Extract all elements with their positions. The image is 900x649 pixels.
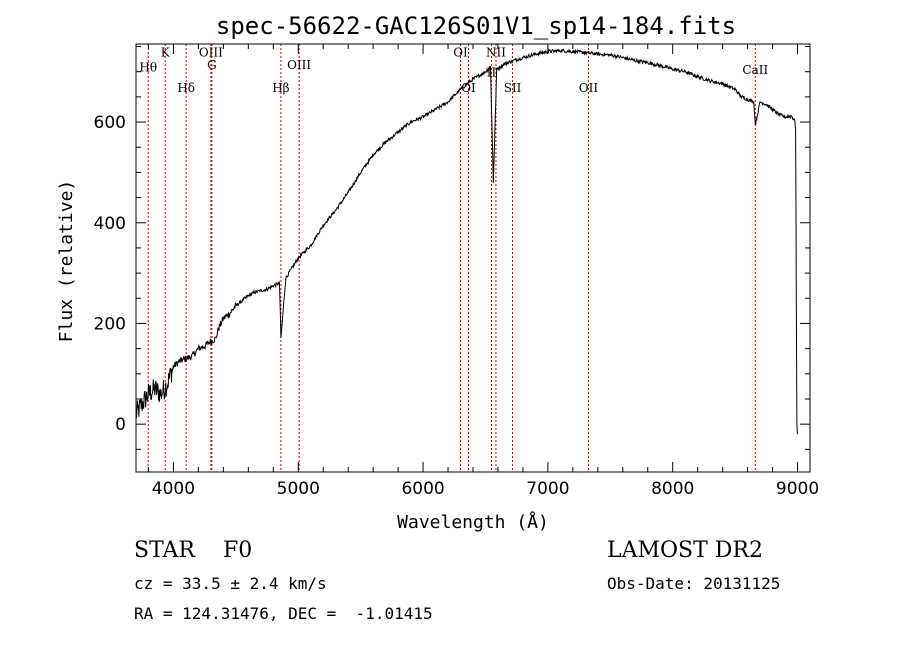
y-tick-label: 400 bbox=[94, 214, 126, 234]
reference-line-label: OIII bbox=[199, 46, 223, 60]
coordinates: RA = 124.31476, DEC = -1.01415 bbox=[134, 604, 433, 623]
reference-line-label: II bbox=[487, 66, 497, 80]
x-tick-label: 5000 bbox=[277, 479, 320, 499]
reference-line-label: NII bbox=[486, 46, 506, 60]
y-tick-label: 200 bbox=[94, 314, 126, 334]
x-tick-label: 4000 bbox=[152, 479, 195, 499]
x-tick-label: 6000 bbox=[401, 479, 444, 499]
reference-line-label: SII bbox=[504, 81, 522, 95]
x-tick-label: 9000 bbox=[776, 479, 819, 499]
object-class: STAR F0 bbox=[134, 538, 253, 563]
reference-line-label: Hθ bbox=[139, 61, 157, 75]
reference-line-label: OIII bbox=[287, 58, 311, 72]
y-tick-label: 0 bbox=[115, 415, 126, 435]
spectrum-series-line bbox=[135, 48, 798, 435]
chart-title: spec-56622-GAC126S01V1_sp14-184.fits bbox=[216, 12, 736, 40]
survey-label: LAMOST DR2 bbox=[607, 538, 763, 563]
y-tick-label: 600 bbox=[94, 113, 126, 133]
axis-ticks: 4000 5000 6000 7000 8000 9000 0 200 400 600 bbox=[94, 44, 819, 499]
redshift-cz: cz = 33.5 ± 2.4 km/s bbox=[134, 574, 327, 593]
reference-line-label: CaII bbox=[742, 63, 768, 77]
reference-line-label: OII bbox=[579, 81, 599, 95]
observation-date: Obs-Date: 20131125 bbox=[607, 574, 781, 593]
reference-line-label: OI bbox=[453, 46, 468, 60]
reference-line-label: K bbox=[161, 46, 171, 60]
reference-line-label: G bbox=[207, 58, 217, 72]
reference-line-label: Hβ bbox=[272, 81, 289, 95]
reference-line-label: Hδ bbox=[177, 81, 195, 95]
x-tick-label: 8000 bbox=[651, 479, 694, 499]
reference-line-label: OI bbox=[461, 81, 476, 95]
x-axis-label: Wavelength (Å) bbox=[397, 511, 549, 533]
y-axis-label: Flux (relative) bbox=[56, 180, 77, 343]
plot-frame bbox=[135, 43, 811, 473]
x-tick-label: 7000 bbox=[526, 479, 569, 499]
